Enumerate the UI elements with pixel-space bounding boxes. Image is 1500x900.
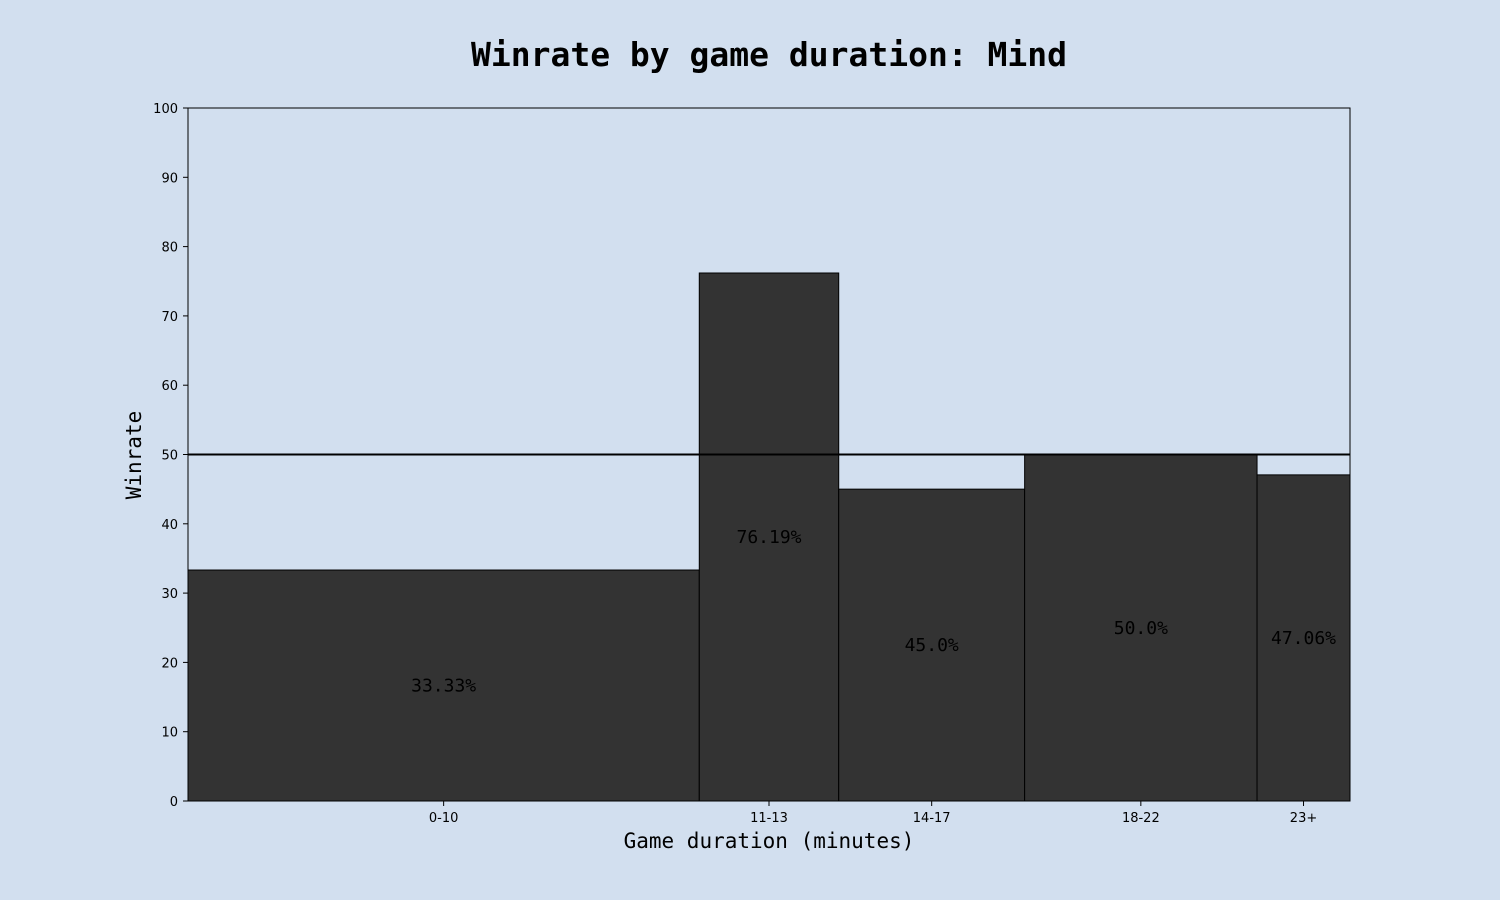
bar-14-17 <box>838 488 1026 802</box>
y-tick-label: 20 <box>161 656 178 671</box>
y-tick-label: 90 <box>161 171 178 186</box>
y-axis-label: Winrate <box>122 411 146 500</box>
y-tick-label: 40 <box>161 518 178 533</box>
x-tick-label: 23+ <box>1290 811 1317 826</box>
x-axis-label: Game duration (minutes) <box>624 829 915 853</box>
bar-18-22 <box>1024 454 1258 802</box>
x-axis: 0-10 11-13 14-17 18-22 23+ <box>429 801 1317 826</box>
y-tick-label: 0 <box>170 795 178 810</box>
x-tick-label: 18-22 <box>1122 811 1160 826</box>
y-tick-label: 80 <box>161 241 178 256</box>
bar-0-10 <box>187 569 700 802</box>
x-tick-label: 0-10 <box>429 811 459 826</box>
data-label-0-10: 33.33% <box>411 676 476 697</box>
data-label-11-13: 76.19% <box>736 527 801 548</box>
y-tick-label: 30 <box>161 587 178 602</box>
x-tick-label: 14-17 <box>913 811 951 826</box>
y-tick-label: 50 <box>161 449 178 464</box>
y-tick-label: 10 <box>161 726 178 741</box>
y-tick-label: 60 <box>161 379 178 394</box>
x-tick-label: 11-13 <box>750 811 788 826</box>
bar-23+ <box>1256 474 1351 802</box>
chart-title: Winrate by game duration: Mind <box>471 35 1067 74</box>
data-label-14-17: 45.0% <box>905 635 959 656</box>
bar-11-13 <box>698 272 840 802</box>
y-axis: 0 10 20 30 40 50 60 70 80 90 100 <box>153 102 188 810</box>
data-label-23+: 47.06% <box>1271 628 1336 649</box>
y-tick-label: 70 <box>161 310 178 325</box>
y-tick-label: 100 <box>153 102 178 117</box>
data-label-18-22: 50.0% <box>1114 618 1168 639</box>
bars-layer: 33.33% 76.19% 45.0% 50.0% 47.06% <box>187 272 1351 802</box>
